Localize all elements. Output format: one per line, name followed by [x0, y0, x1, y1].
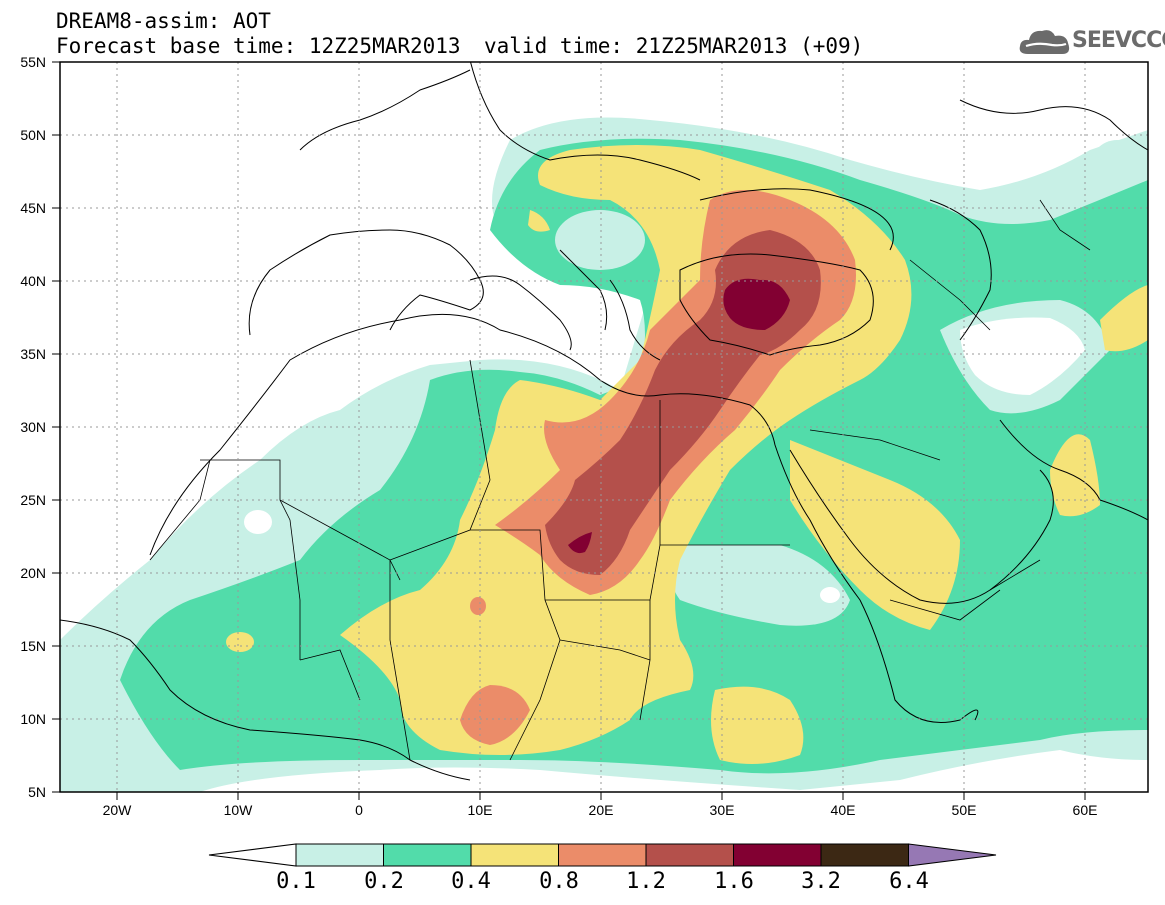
- lat-label: 50N: [20, 127, 46, 143]
- map-plot-area: [60, 62, 1148, 792]
- lat-label: 55N: [20, 54, 46, 70]
- colorbar-swatch: [558, 843, 647, 867]
- lon-label: 20E: [589, 802, 614, 818]
- colorbar-label: 6.4: [889, 869, 929, 894]
- colorbar-label: 0.4: [451, 869, 491, 894]
- seevccc-logo: SEEVCCC: [1018, 24, 1165, 58]
- colorbar-swatch: [820, 843, 909, 867]
- cloud-icon: [1019, 30, 1070, 54]
- colorbar-label: 1.2: [626, 869, 666, 894]
- lon-label: 60E: [1073, 802, 1098, 818]
- lat-labels: 55N 50N 45N 40N 35N 30N 25N 20N 15N 10N …: [20, 54, 46, 800]
- lat-label: 20N: [20, 565, 46, 581]
- lat-label: 30N: [20, 419, 46, 435]
- logo-text: SEEVCCC: [1072, 28, 1165, 53]
- lon-label: 10E: [468, 802, 493, 818]
- colorbar-over-arrow: [908, 843, 997, 867]
- axis-ticks: [52, 61, 1086, 800]
- lon-labels: 20W 10W 0 10E 20E 30E 40E 50E 60E: [103, 802, 1098, 818]
- colorbar-swatch: [295, 843, 384, 867]
- lon-label: 30E: [710, 802, 735, 818]
- colorbar-label: 3.2: [801, 869, 841, 894]
- colorbar: [208, 843, 997, 867]
- colorbar-swatch: [733, 843, 822, 867]
- aot-below-0.1-patches: [244, 317, 1085, 603]
- forecast-base-time: Forecast base time: 12Z25MAR2013: [56, 34, 461, 58]
- colorbar-label: 1.6: [714, 869, 754, 894]
- lat-label: 10N: [20, 711, 46, 727]
- colorbar-label: 0.8: [539, 869, 579, 894]
- colorbar-swatch: [470, 843, 559, 867]
- lon-label: 50E: [952, 802, 977, 818]
- colorbar-under-arrow: [208, 843, 297, 867]
- lon-label: 0: [355, 802, 363, 818]
- lon-label: 10W: [224, 802, 254, 818]
- valid-time: valid time: 21Z25MAR2013 (+09): [484, 34, 864, 58]
- lat-label: 45N: [20, 200, 46, 216]
- aot-band-1.6-3.2: [568, 278, 790, 554]
- colorbar-label: 0.1: [276, 869, 316, 894]
- colorbar-labels: 0.1 0.2 0.4 0.8 1.2 1.6 3.2 6.4: [276, 869, 929, 894]
- lat-label: 5N: [28, 784, 46, 800]
- lat-label: 35N: [20, 346, 46, 362]
- lat-label: 15N: [20, 638, 46, 654]
- lat-label: 25N: [20, 492, 46, 508]
- lat-label: 40N: [20, 273, 46, 289]
- colorbar-label: 0.2: [364, 869, 404, 894]
- colorbar-swatch: [383, 843, 472, 867]
- lon-label: 40E: [831, 802, 856, 818]
- chart-title: DREAM8-assim: AOT: [56, 9, 271, 33]
- lon-label: 20W: [103, 802, 133, 818]
- coastlines: [60, 62, 1148, 781]
- colorbar-swatch: [645, 843, 734, 867]
- grid-lines: [60, 62, 1148, 792]
